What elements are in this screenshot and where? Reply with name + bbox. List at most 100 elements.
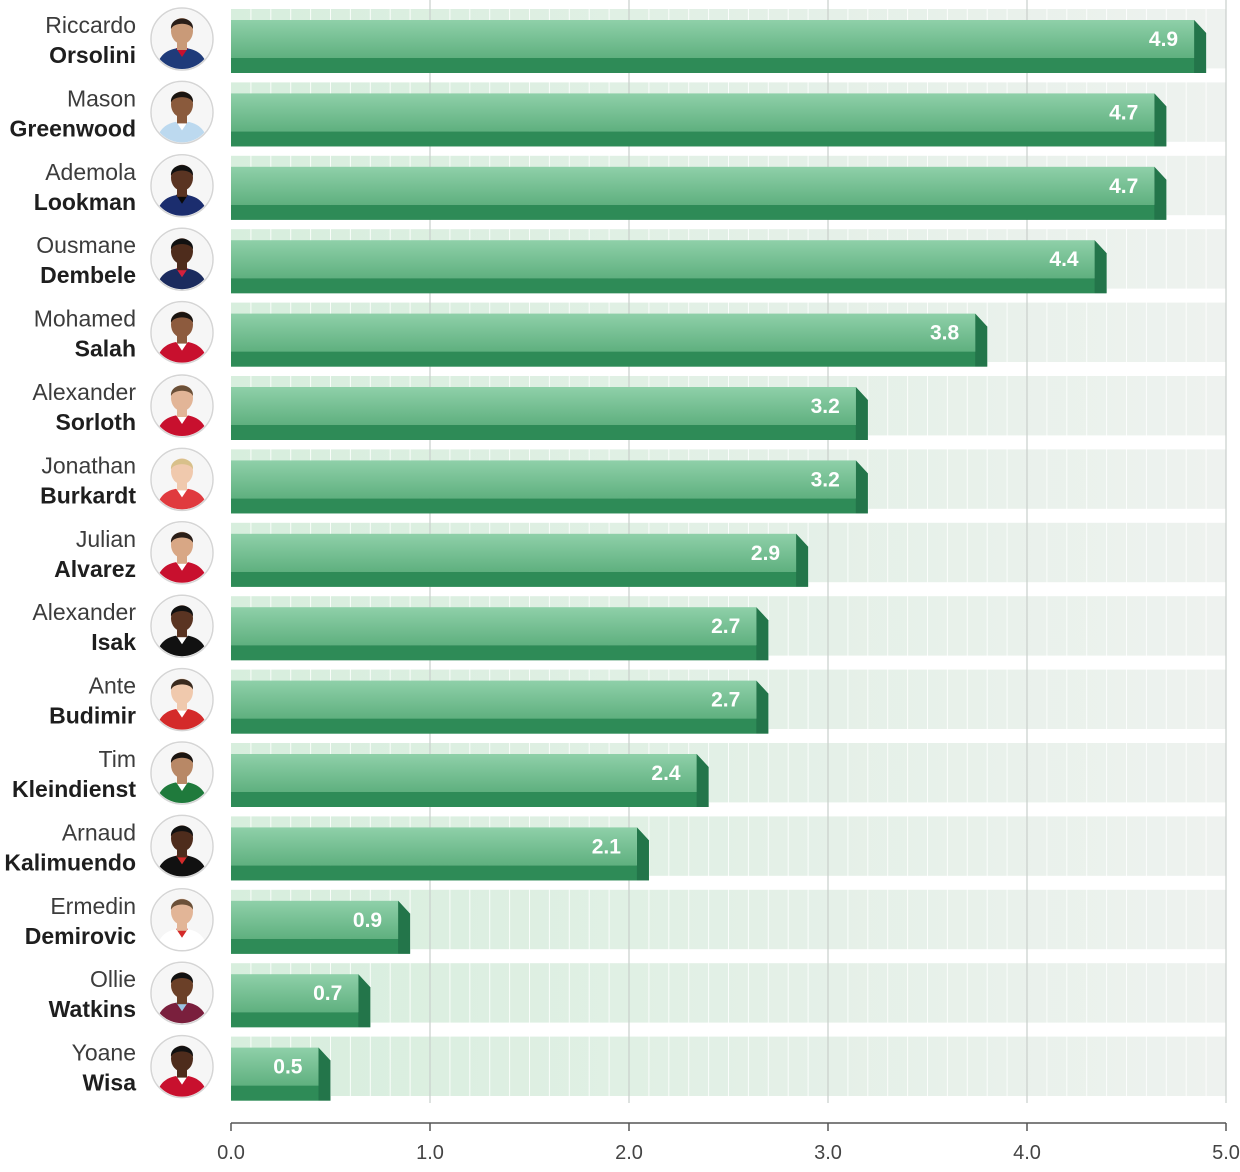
avatar-portrait	[152, 376, 212, 436]
player-row: Ademola Lookman 4.7	[34, 154, 1167, 220]
player-row: Alexander Isak 2.7	[32, 594, 769, 661]
bar-value-label: 4.7	[1109, 175, 1138, 198]
avatar-collar	[176, 855, 188, 865]
avatar-hair	[170, 605, 194, 617]
player-first-name: Ademola	[45, 159, 136, 185]
bar-value-label: 2.9	[751, 542, 780, 565]
bar	[231, 93, 1155, 132]
avatar-shirt	[156, 48, 208, 69]
bar-base	[231, 498, 868, 514]
player-row: Mason Greenwood 4.7	[9, 80, 1167, 147]
bar	[231, 533, 797, 572]
player-last-name: Isak	[91, 629, 136, 655]
avatar-neck	[177, 701, 187, 711]
avatar-neck	[177, 187, 187, 197]
player-first-name: Alexander	[32, 599, 136, 625]
player-last-name: Salah	[75, 336, 136, 362]
player-avatar	[150, 594, 214, 658]
avatar-portrait	[152, 596, 212, 657]
avatar-hair	[170, 91, 194, 103]
player-last-name: Orsolini	[49, 42, 136, 68]
avatar-hair	[170, 532, 194, 543]
bar	[231, 900, 399, 939]
bar	[231, 240, 1095, 279]
player-avatar	[150, 814, 214, 879]
player-last-name: Demirovic	[25, 923, 136, 949]
player-avatar	[150, 374, 214, 438]
bar-side	[796, 533, 809, 587]
avatar-hair	[170, 899, 194, 910]
bar-side	[358, 974, 371, 1028]
bar-base	[231, 645, 769, 661]
bar-base	[231, 351, 988, 367]
bar-value-label: 4.7	[1109, 101, 1138, 124]
avatar-portrait	[152, 1036, 212, 1097]
avatar-portrait	[152, 302, 212, 363]
player-last-name: Greenwood	[9, 115, 136, 141]
bar-side	[756, 680, 769, 734]
player-row: Alexander Sorloth 3.2	[32, 374, 868, 440]
player-avatar	[150, 521, 214, 585]
x-tick-label: 0.0	[217, 1142, 245, 1164]
bar-value-label: 0.7	[313, 982, 342, 1005]
avatar-collar	[176, 561, 188, 571]
avatar-neck	[177, 628, 187, 638]
avatar-shirt	[156, 928, 208, 950]
bar-value-label: 3.8	[930, 322, 960, 345]
bar	[231, 607, 757, 646]
avatar-neck	[177, 114, 187, 124]
player-last-name: Sorloth	[56, 409, 137, 435]
player-last-name: Wisa	[83, 1070, 137, 1096]
avatar-shirt	[156, 1002, 208, 1024]
bar-base	[231, 792, 709, 807]
avatar-hair	[170, 752, 194, 763]
x-axis: 0.0 1.0 2.0 3.0 4.0 5.0	[217, 1122, 1240, 1164]
player-first-name: Tim	[99, 746, 136, 772]
avatar-collar	[176, 782, 188, 791]
avatar-shirt	[156, 121, 208, 143]
avatar-shirt	[156, 268, 208, 290]
bar-side	[318, 1047, 331, 1101]
avatar-hair	[170, 385, 194, 396]
player-row: Riccardo Orsolini 4.9	[45, 7, 1207, 73]
avatar-shirt	[156, 488, 208, 510]
avatar-neck	[177, 921, 187, 931]
avatar-hair	[170, 679, 194, 690]
avatar-neck	[177, 334, 187, 344]
avatar-neck	[177, 41, 187, 50]
avatar-collar	[176, 268, 188, 278]
bar-value-label: 0.5	[273, 1056, 303, 1079]
player-first-name: Ollie	[90, 966, 136, 992]
bar-value-label: 2.4	[651, 762, 681, 785]
player-first-name: Julian	[76, 526, 136, 552]
bar	[231, 387, 856, 425]
avatar-collar	[176, 121, 188, 131]
avatar-shirt	[156, 561, 208, 583]
bar-side	[975, 313, 988, 367]
avatar-shirt	[156, 194, 208, 216]
avatar-shirt	[156, 708, 208, 730]
bar	[231, 974, 359, 1013]
avatar-hair	[170, 825, 194, 837]
bar-value-label: 4.4	[1049, 248, 1079, 271]
bar-base	[231, 571, 809, 587]
avatar-portrait	[152, 155, 212, 216]
avatar-shirt	[156, 1075, 208, 1097]
bar-value-label: 2.7	[711, 615, 740, 638]
player-rows: RiccardoOrsolini4.9MasonGreenwood4.7Adem…	[4, 7, 1207, 1101]
bar-side	[1094, 240, 1107, 294]
avatar-portrait	[152, 963, 212, 1024]
avatar-portrait	[152, 669, 212, 730]
player-first-name: Ermedin	[50, 893, 136, 919]
player-avatar	[150, 154, 214, 218]
avatar-portrait	[152, 229, 212, 290]
avatar-hair	[170, 18, 194, 29]
player-last-name: Dembele	[40, 262, 136, 288]
x-tick-label: 4.0	[1013, 1142, 1041, 1164]
avatar-collar	[176, 1075, 188, 1085]
bar-side	[636, 827, 649, 881]
x-tick-label: 1.0	[416, 1142, 444, 1164]
avatar-shirt	[156, 415, 208, 436]
avatar-shirt	[156, 635, 208, 657]
bar-base	[231, 1012, 371, 1028]
